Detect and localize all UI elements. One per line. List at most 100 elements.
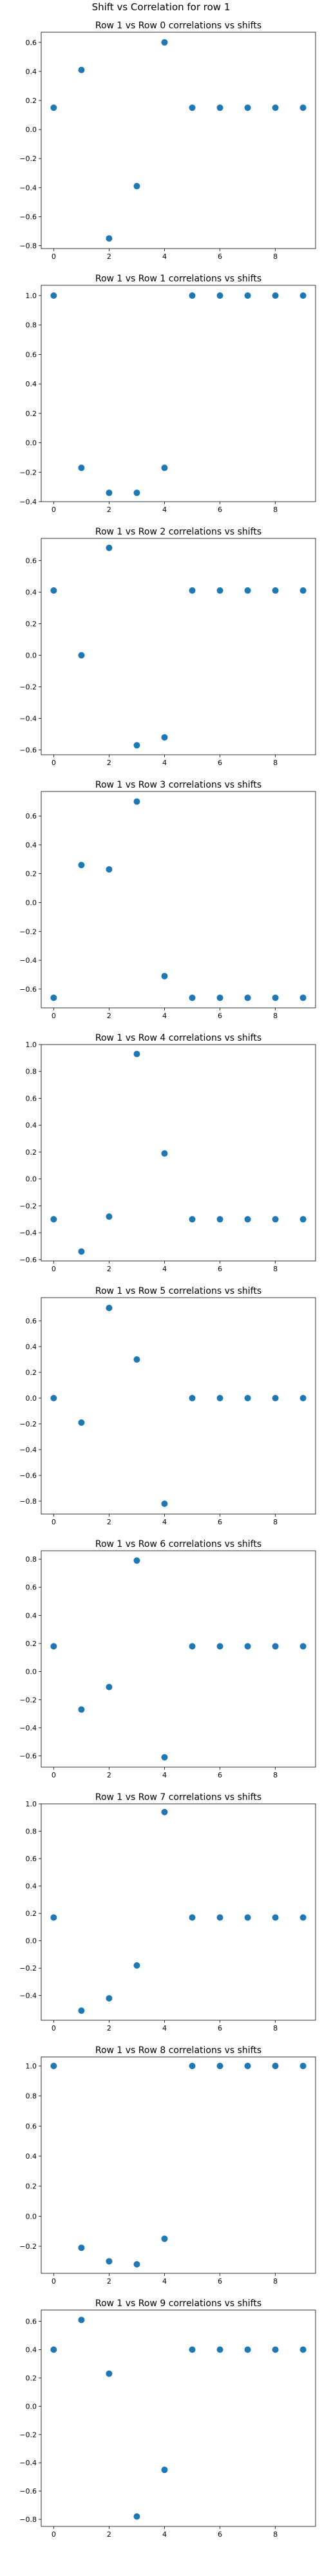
data-point [50, 2063, 57, 2069]
data-point [161, 734, 168, 741]
y-tick-label: 0.0 [26, 2402, 37, 2410]
chart-panel: Row 1 vs Row 1 correlations vs shifts 0 2 4… [19, 274, 316, 514]
data-point [244, 2346, 251, 2353]
x-tick-label: 4 [162, 506, 167, 514]
y-tick-label: −0.4 [19, 1446, 37, 1454]
data-point [216, 1216, 223, 1223]
data-point [272, 2346, 279, 2353]
x-tick-label: 2 [107, 2530, 111, 2539]
y-tick-label: 1.0 [26, 2062, 37, 2070]
data-point [216, 2063, 223, 2069]
chart-panel: Row 1 vs Row 2 correlations vs shifts 0 2 4… [19, 527, 316, 767]
chart-title: Row 1 vs Row 1 correlations vs shifts [95, 274, 261, 284]
data-point [299, 587, 307, 594]
data-point [299, 1216, 307, 1223]
y-tick-label: 0.2 [26, 1148, 37, 1157]
chart-title: Row 1 vs Row 2 correlations vs shifts [95, 527, 261, 537]
data-point [244, 1395, 251, 1401]
x-tick-label: 4 [162, 759, 167, 767]
x-tick-label: 6 [218, 1771, 222, 1779]
data-point [244, 1914, 251, 1921]
y-tick-label: 0.4 [26, 588, 37, 596]
x-tick-label: 0 [52, 759, 56, 767]
y-tick-label: 0.4 [26, 380, 37, 388]
x-tick-label: 6 [218, 759, 222, 767]
data-point [189, 1216, 196, 1223]
x-tick-label: 8 [273, 1265, 278, 1273]
y-tick-label: −0.4 [19, 956, 37, 965]
plot-frame [41, 538, 316, 755]
x-tick-label: 6 [218, 1265, 222, 1273]
y-tick-label: 0.8 [26, 321, 37, 330]
y-tick-label: 0.2 [26, 2374, 37, 2382]
plot-frame [41, 285, 316, 502]
y-tick-label: −0.2 [19, 468, 37, 477]
data-point [216, 104, 223, 111]
y-tick-label: −0.6 [19, 746, 37, 755]
y-tick-label: −0.2 [19, 1202, 37, 1210]
data-point [244, 2063, 251, 2069]
data-point [50, 1216, 57, 1223]
y-tick-label: 0.2 [26, 1640, 37, 1648]
y-tick-label: 0.0 [26, 1175, 37, 1184]
x-tick-label: 8 [273, 759, 278, 767]
data-point [133, 183, 140, 190]
y-tick-label: 0.0 [26, 439, 37, 448]
y-tick-label: 0.0 [26, 1937, 37, 1946]
data-point [133, 1050, 140, 1057]
data-point [299, 1914, 307, 1921]
data-point [216, 292, 223, 299]
data-point [50, 292, 57, 299]
y-tick-label: 0.2 [26, 2183, 37, 2191]
data-point [161, 2467, 168, 2474]
data-point [133, 2261, 140, 2268]
data-point [272, 994, 279, 1001]
data-point [106, 1305, 113, 1311]
data-point [189, 104, 196, 111]
data-point [161, 39, 168, 46]
y-tick-label: 0.6 [26, 1855, 37, 1863]
y-tick-label: −0.4 [19, 1229, 37, 1237]
y-tick-label: 0.6 [26, 556, 37, 565]
y-tick-label: −0.2 [19, 1420, 37, 1428]
y-tick-label: 1.0 [26, 292, 37, 300]
y-tick-label: 0.2 [26, 97, 37, 105]
x-tick-label: 0 [52, 1518, 56, 1526]
data-point [272, 1216, 279, 1223]
data-point [50, 994, 57, 1001]
panels: Row 1 vs Row 0 correlations vs shifts 0 2 4… [19, 21, 316, 2539]
data-point [133, 1962, 140, 1969]
data-point [78, 2007, 85, 2014]
x-tick-label: 2 [107, 506, 111, 514]
x-tick-label: 2 [107, 1518, 111, 1526]
chart-panel: Row 1 vs Row 7 correlations vs shifts 0 2 4… [19, 1792, 316, 2032]
data-point [161, 1501, 168, 1507]
y-tick-label: 0.4 [26, 2345, 37, 2354]
x-tick-label: 2 [107, 1012, 111, 1020]
data-point [244, 1216, 251, 1223]
data-point [50, 587, 57, 594]
data-point [161, 1808, 168, 1815]
data-point [299, 1643, 307, 1650]
y-tick-label: 0.4 [26, 2152, 37, 2161]
data-point [216, 2346, 223, 2353]
data-point [161, 972, 168, 980]
x-tick-label: 6 [218, 1518, 222, 1526]
data-point [272, 1643, 279, 1650]
data-point [133, 1557, 140, 1564]
x-tick-label: 0 [52, 252, 56, 261]
data-point [106, 1213, 113, 1220]
x-tick-label: 4 [162, 2530, 167, 2539]
x-tick-label: 4 [162, 1012, 167, 1020]
data-point [189, 292, 196, 299]
y-tick-label: −0.4 [19, 184, 37, 192]
chart-title: Row 1 vs Row 5 correlations vs shifts [95, 1286, 261, 1296]
chart-title: Row 1 vs Row 0 correlations vs shifts [95, 21, 261, 31]
y-tick-label: 0.2 [26, 410, 37, 418]
chart-title: Row 1 vs Row 7 correlations vs shifts [95, 1792, 261, 1803]
y-tick-label: 0.0 [26, 2212, 37, 2221]
data-point [133, 742, 140, 749]
data-point [133, 798, 140, 805]
y-tick-label: 0.6 [26, 1317, 37, 1325]
data-point [299, 292, 307, 299]
